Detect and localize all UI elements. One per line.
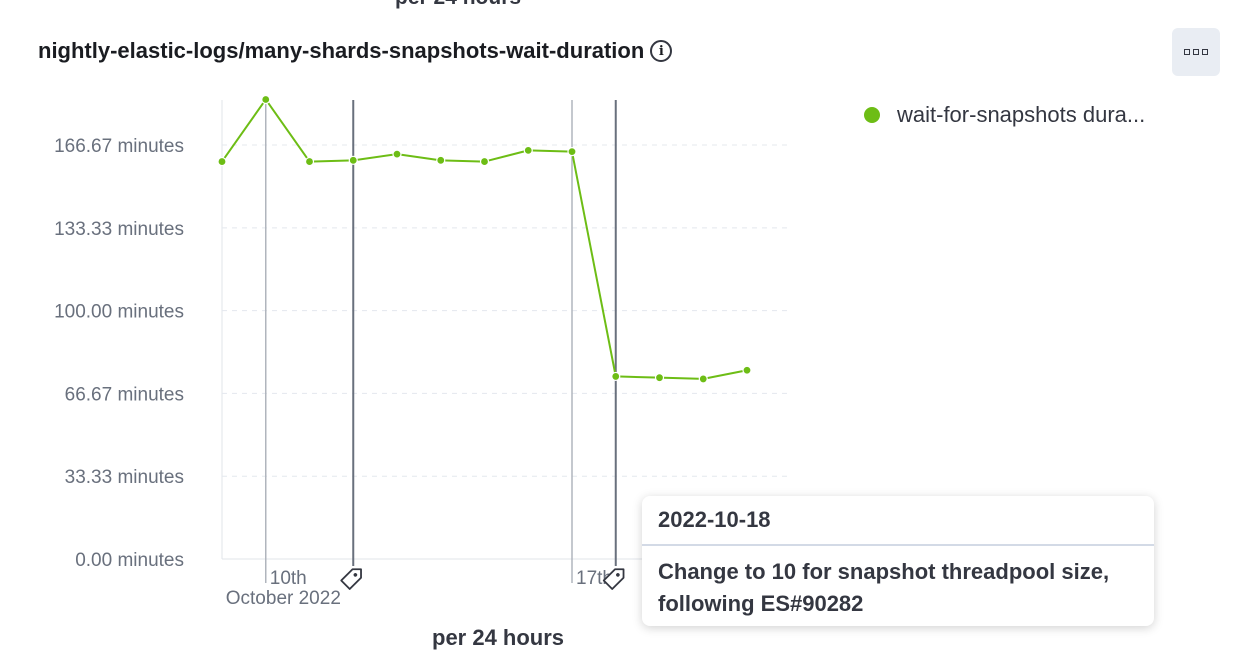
data-point xyxy=(523,145,533,155)
more-options-icon-dot-2 xyxy=(1193,49,1199,55)
series-line xyxy=(221,98,748,380)
data-point xyxy=(611,371,621,382)
more-options-icon xyxy=(1184,49,1190,55)
data-point xyxy=(304,156,315,167)
more-options-button[interactable] xyxy=(1172,28,1220,76)
y-tick-label: 0.00 minutes xyxy=(75,550,184,571)
data-point xyxy=(261,94,271,105)
chart-title-row: nightly-elastic-logs/many-shards-snapsho… xyxy=(38,38,673,64)
data-point xyxy=(436,155,446,165)
x-axis-title: per 24 hours xyxy=(432,625,565,650)
more-options-icon-dot-3 xyxy=(1202,49,1208,55)
data-point xyxy=(348,155,358,165)
x-tick-sublabel: October 2022 xyxy=(226,588,341,609)
annotation-tag-outline xyxy=(340,568,362,590)
annotation-tag-hole xyxy=(353,573,358,577)
legend-item[interactable]: wait-for-snapshots dura... xyxy=(864,102,1145,128)
annotation-tag-icon xyxy=(340,568,362,590)
data-point xyxy=(698,374,708,384)
x-tick-label: 10th xyxy=(270,568,307,589)
chart-title: nightly-elastic-logs/many-shards-snapsho… xyxy=(38,38,645,63)
y-tick-label: 166.67 minutes xyxy=(54,136,184,157)
annotation-tag-hole xyxy=(616,573,620,577)
info-icon[interactable]: i xyxy=(650,40,673,62)
y-tick-label: 100.00 minutes xyxy=(54,302,184,323)
legend-swatch xyxy=(864,107,880,123)
data-point xyxy=(217,156,227,167)
tooltip-text: Change to 10 for snapshot threadpool siz… xyxy=(658,559,1110,616)
data-point xyxy=(567,147,577,157)
data-point xyxy=(654,373,665,383)
data-point xyxy=(392,149,402,159)
annotation-tooltip: 2022-10-18 Change to 10 for snapshot thr… xyxy=(642,496,1154,626)
data-point xyxy=(742,365,752,375)
data-point xyxy=(479,156,490,167)
y-tick-label: 133.33 minutes xyxy=(54,219,184,240)
legend-label: wait-for-snapshots dura... xyxy=(897,102,1146,127)
tooltip-date: 2022-10-18 xyxy=(642,496,1154,546)
top-axis-title-cut: per 24 hours xyxy=(395,0,521,10)
y-tick-label: 33.33 minutes xyxy=(65,467,184,488)
y-tick-label: 66.67 minutes xyxy=(65,384,184,405)
x-tick-label: 17th xyxy=(576,568,613,589)
annotation-tag-icon xyxy=(602,568,625,590)
